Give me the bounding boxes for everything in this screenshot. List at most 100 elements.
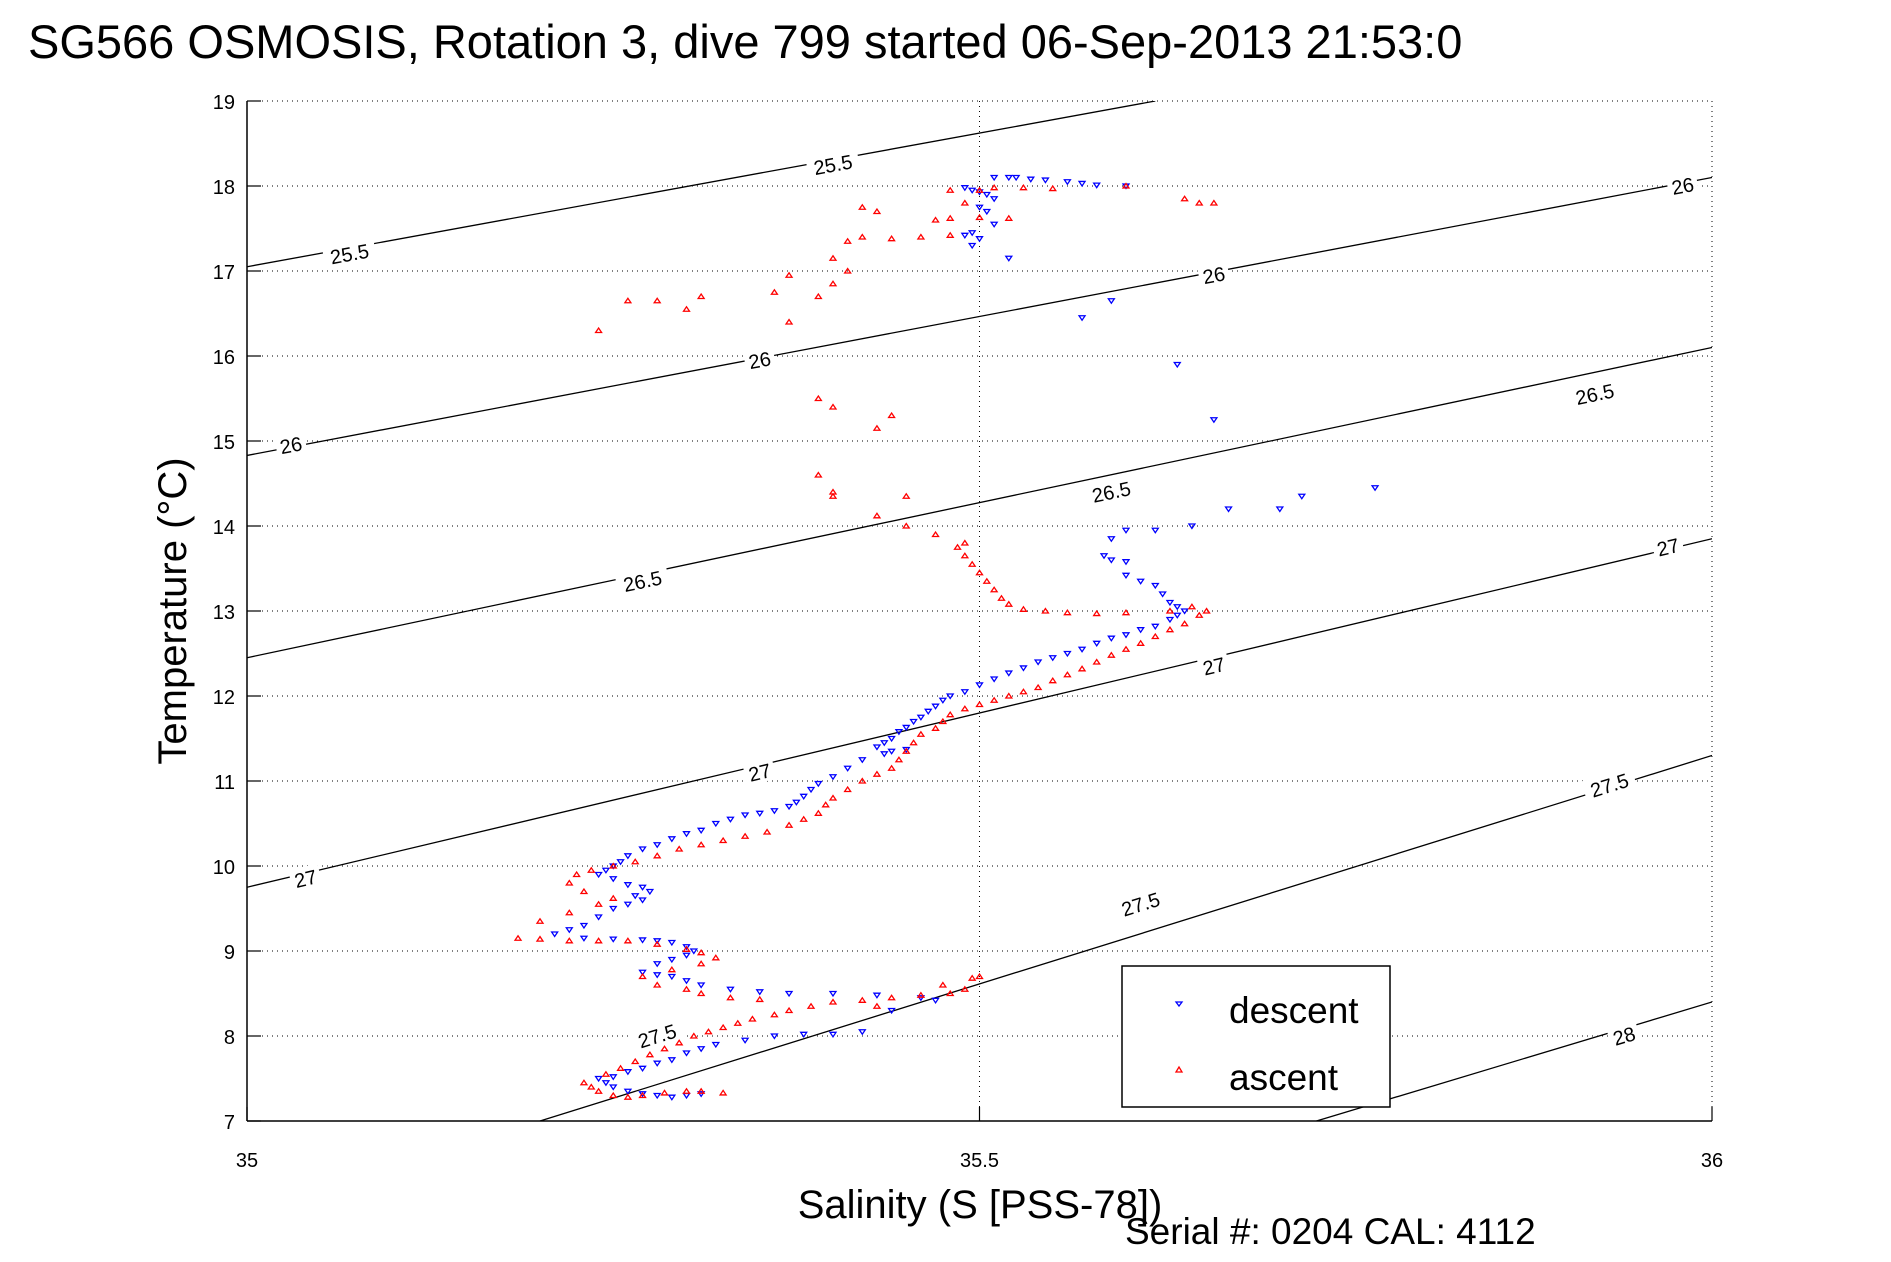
descent-point: [616, 859, 625, 866]
descent-point: [902, 724, 911, 732]
contour-label-text: 27: [1655, 535, 1682, 562]
ascent-point: [660, 1045, 669, 1052]
ascent-point: [1019, 605, 1028, 612]
descent-point: [989, 174, 999, 182]
tick-labels: 7 8 9 10 11 12 13 14 15 16 17 18 19 35 35.5 36: [213, 92, 1723, 1172]
descent-point: [770, 808, 779, 815]
contour-label-bg: [1566, 377, 1623, 410]
descent-point: [1370, 485, 1380, 492]
y-tick-label: 19: [213, 92, 235, 114]
ascent-point: [1048, 184, 1057, 192]
legend-box: [1121, 965, 1391, 1108]
y-tick-label: 16: [213, 347, 235, 369]
ascent-point: [609, 894, 618, 901]
ascent-point: [1048, 677, 1057, 684]
contour-label-bg: [1083, 474, 1139, 508]
ascent-point: [989, 184, 999, 191]
descent-point: [726, 986, 735, 993]
ascent-point: [674, 845, 684, 852]
descent-point: [1121, 572, 1131, 579]
descent-point: [638, 1091, 647, 1098]
descent-point: [1173, 612, 1182, 619]
descent-point: [623, 853, 633, 860]
ascent-point: [1004, 692, 1014, 699]
descent-point: [1121, 527, 1131, 534]
ascent-point: [872, 1002, 882, 1009]
contour-label-bg: [614, 564, 671, 597]
ascent-point: [916, 233, 926, 240]
descent-point: [1019, 665, 1028, 672]
ascent-point: [1165, 626, 1175, 633]
contour-label-bg: [1665, 171, 1700, 199]
legend: descent ascent: [1121, 965, 1391, 1108]
descent-point: [799, 793, 808, 800]
ascent-point: [733, 1019, 742, 1026]
descent-point: [1136, 578, 1145, 585]
y-tick-label: 11: [214, 772, 235, 794]
descent-point: [623, 882, 633, 889]
ascent-point: [638, 1091, 647, 1099]
descent-point: [623, 1088, 633, 1095]
contour-label-text: 26.5: [1090, 478, 1133, 508]
ascent-point: [609, 862, 618, 869]
descent-point: [1121, 632, 1131, 639]
contour-label: 26.5: [1083, 474, 1139, 508]
ascent-point: [1041, 607, 1050, 614]
ascent-point: [872, 512, 882, 519]
contour-label-text: 26.5: [621, 567, 664, 597]
descent-point: [828, 1031, 838, 1038]
ascent-point: [696, 292, 706, 300]
contour-label-bg: [805, 148, 861, 180]
ascent-point: [770, 288, 779, 295]
contour-label-text: 27.5: [1588, 770, 1632, 803]
axes: [246, 100, 1713, 1122]
descent-point: [872, 744, 882, 751]
ascent-point: [762, 828, 772, 835]
descent-point: [609, 1074, 618, 1081]
descent-point: [880, 740, 889, 747]
descent-point: [631, 893, 640, 900]
ascent-point: [960, 552, 970, 559]
ascent-point: [931, 530, 940, 538]
descent-point: [638, 884, 647, 891]
descent-point: [967, 230, 977, 237]
ascent-point: [843, 267, 852, 274]
ascent-point: [770, 1011, 779, 1018]
contour-label-bg: [628, 1016, 685, 1054]
descent-point: [682, 1092, 691, 1100]
descent-point: [784, 803, 794, 811]
ascent-point: [652, 940, 662, 947]
descent-point: [938, 697, 948, 704]
ascent-point: [1121, 609, 1131, 616]
descent-point: [828, 990, 838, 998]
descent-point: [792, 799, 801, 806]
descent-point: [601, 867, 611, 874]
contour-label: 27.5: [1112, 885, 1169, 922]
descent-point: [872, 992, 882, 999]
ascent-point: [696, 949, 706, 956]
ascent-point: [887, 764, 896, 771]
descent-point: [740, 1037, 750, 1044]
ascent-point: [997, 594, 1006, 601]
ascent-point: [1195, 199, 1204, 206]
descent-point: [989, 196, 999, 203]
descent-point: [696, 1046, 706, 1053]
contour-label: 26.5: [1566, 377, 1623, 410]
ascent-point: [975, 569, 984, 576]
ascent-point: [535, 935, 545, 942]
ascent-point: [784, 271, 794, 278]
ascent-point: [1195, 611, 1204, 618]
ascent-point: [565, 937, 574, 944]
chart-title: SG566 OSMOSIS, Rotation 3, dive 799 star…: [28, 15, 1463, 68]
descent-point: [1107, 298, 1116, 305]
density-contours: [247, 101, 1712, 1121]
descent-point: [550, 931, 559, 938]
descent-point: [887, 735, 896, 743]
ascent-point: [872, 424, 882, 431]
descent-point: [682, 952, 691, 959]
descent-point: [1224, 506, 1233, 513]
descent-point: [638, 969, 647, 976]
legend-descent-label: descent: [1229, 990, 1359, 1031]
descent-point: [945, 693, 955, 700]
contour-label: 27: [1196, 651, 1231, 680]
